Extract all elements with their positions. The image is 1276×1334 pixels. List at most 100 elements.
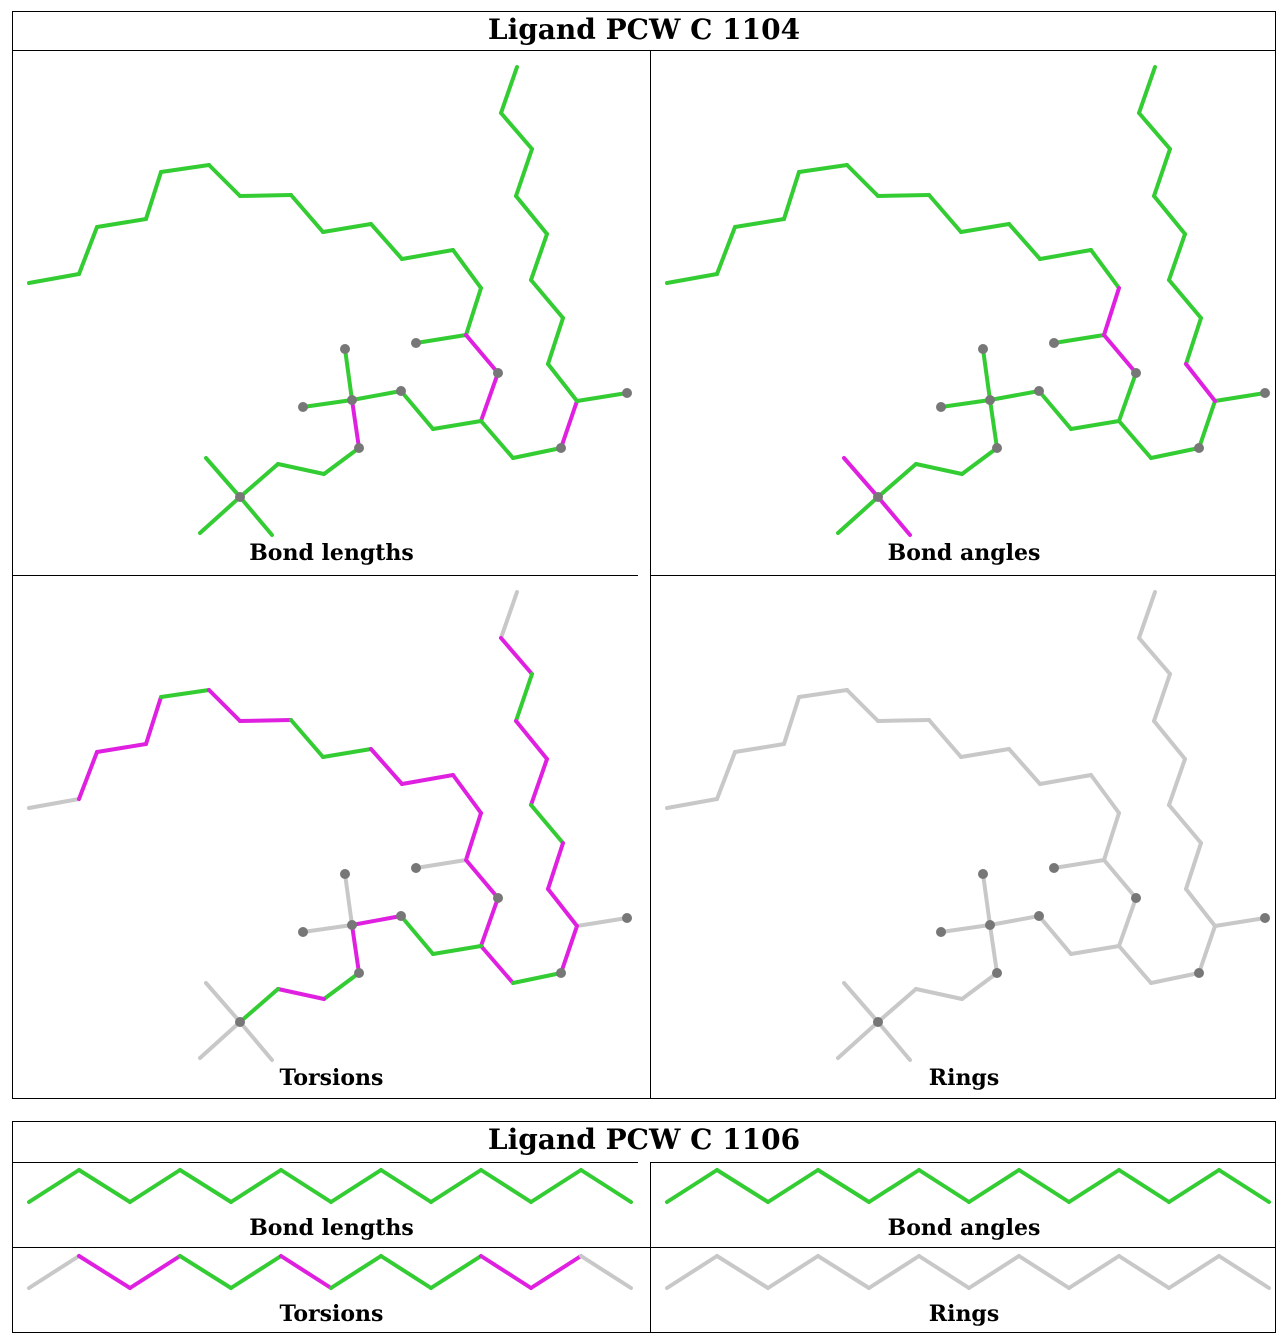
bond-line [1152, 672, 1172, 723]
caption-bond-angles: Bond angles [887, 540, 1041, 566]
panel-rings: Rings [651, 576, 1276, 1098]
chain-bond-line [1167, 1254, 1221, 1290]
atom-marker [354, 968, 364, 978]
bond-line [981, 347, 992, 402]
ligand-table-1104: Ligand PCW C 1104 Bond lengths Bond angl… [12, 11, 1276, 1099]
chain-bond-line [867, 1168, 921, 1204]
chain-bond-line [27, 1254, 81, 1290]
atom-marker [411, 338, 421, 348]
bond-line [499, 590, 519, 640]
chain-bond-line [229, 1168, 283, 1204]
bond-line [797, 163, 849, 174]
bond-line [1167, 278, 1203, 320]
chain-bond-angles-diagram [665, 1168, 1271, 1204]
bond-line [511, 971, 563, 985]
atom-marker [978, 869, 988, 879]
bond-line [960, 446, 999, 476]
bond-line [836, 1020, 880, 1060]
bond-line [988, 398, 999, 450]
bond-line [159, 688, 211, 699]
bond-line [1117, 419, 1153, 460]
bond-line [1102, 333, 1138, 375]
atom-marker [1049, 863, 1059, 873]
table-title: Ligand PCW C 1104 [487, 13, 801, 46]
bond-line [1167, 803, 1203, 845]
row-divider [650, 575, 1275, 576]
panel-rings: Rings [651, 1248, 1276, 1334]
bond-line [399, 389, 435, 431]
bond-line [1197, 924, 1217, 975]
bond-line [842, 456, 880, 499]
row-divider [650, 1162, 1275, 1163]
chain-rings-diagram [665, 1254, 1271, 1290]
chain-bond-line [867, 1254, 921, 1290]
bond-line [350, 389, 403, 402]
bond-line [451, 248, 483, 290]
bond-line [546, 887, 579, 928]
bond-line [1037, 389, 1073, 431]
chain-bond-line [1167, 1168, 1221, 1204]
bond-line [876, 193, 931, 198]
caption-rings: Rings [928, 1301, 1000, 1327]
bond-line [1149, 971, 1201, 985]
bond-line [321, 747, 373, 759]
bond-line [842, 981, 880, 1024]
bond-line [1167, 757, 1187, 807]
chain-bond-line [379, 1254, 433, 1290]
panel-torsions: Torsions [13, 576, 650, 1098]
bond-line [322, 971, 361, 1001]
bond-line [546, 841, 565, 891]
atom-marker [1260, 913, 1270, 923]
bond-line [1038, 248, 1093, 261]
bond-line [451, 773, 483, 815]
atom-marker [340, 869, 350, 879]
chain-bond-line [766, 1168, 820, 1204]
row-divider [13, 575, 638, 576]
bond-line [400, 773, 455, 786]
bond-line [1117, 944, 1153, 985]
chain-bond-line [715, 1254, 770, 1290]
chain-bond-line [77, 1168, 132, 1204]
bond-line [927, 193, 963, 234]
atom-marker [493, 368, 503, 378]
bond-line [546, 316, 565, 366]
bond-line [960, 971, 999, 1001]
bond-line [276, 987, 326, 1001]
chain-bond-line [128, 1168, 182, 1204]
molecule-rings-diagram [665, 590, 1270, 1062]
bond-line [733, 217, 786, 229]
chain-bond-line [529, 1168, 583, 1204]
bond-line [77, 750, 99, 801]
caption-bond-angles: Bond angles [887, 1215, 1041, 1241]
bond-line [559, 399, 579, 450]
panel-bond-lengths: Bond lengths [13, 51, 650, 575]
panel-bond-angles: Bond angles [651, 1162, 1276, 1247]
bond-line [876, 495, 912, 537]
bond-line [301, 398, 354, 409]
bond-line [350, 923, 361, 975]
bond-line [665, 272, 719, 285]
chain-bond-line [229, 1254, 283, 1290]
bond-line [499, 636, 534, 676]
bond-line [733, 742, 786, 754]
bond-line [1007, 747, 1042, 786]
bond-line [238, 1020, 274, 1062]
atom-marker [235, 1017, 245, 1027]
bond-line [1137, 590, 1157, 640]
molecule-torsions-diagram [27, 590, 632, 1062]
bond-line [1184, 316, 1203, 366]
bond-line [369, 222, 404, 261]
column-divider [650, 50, 651, 1098]
bond-line [1184, 887, 1217, 928]
chain-bond-line [1217, 1254, 1271, 1290]
chain-bond-line [178, 1168, 233, 1204]
chain-bond-line [816, 1168, 871, 1204]
bond-line [369, 747, 404, 786]
bond-line [529, 803, 565, 845]
bond-line [399, 914, 435, 956]
atom-marker [936, 402, 946, 412]
caption-bond-lengths: Bond lengths [249, 1215, 414, 1241]
bond-line [1037, 914, 1073, 956]
bond-line [95, 742, 148, 754]
bond-line [499, 65, 519, 115]
